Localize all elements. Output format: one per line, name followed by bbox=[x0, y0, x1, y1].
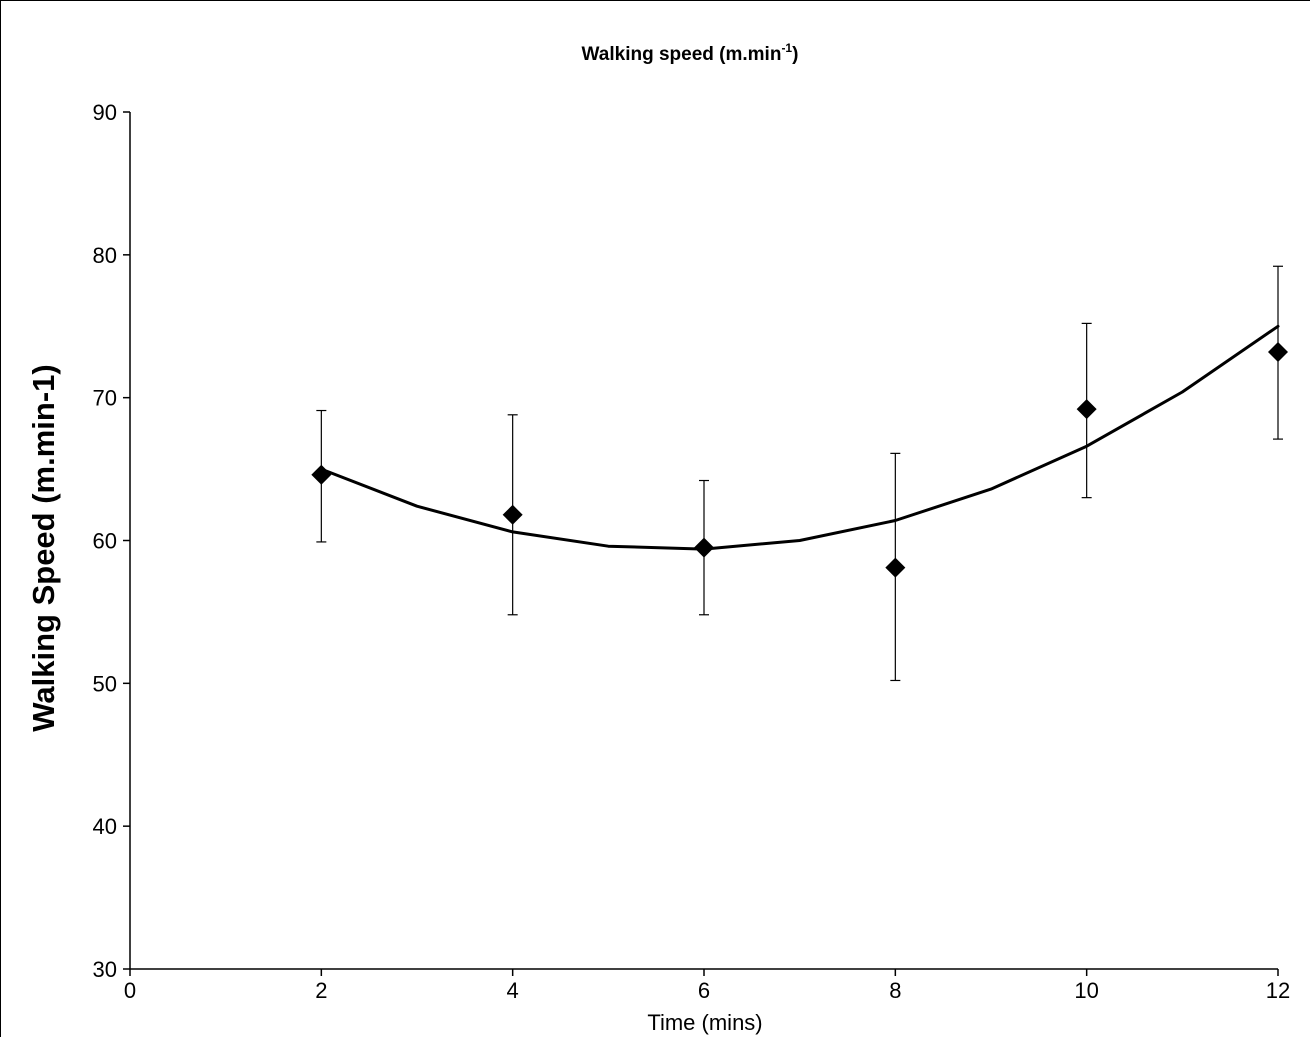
x-tick-label: 4 bbox=[507, 978, 519, 1003]
x-tick-label: 2 bbox=[315, 978, 327, 1003]
y-tick-label: 80 bbox=[93, 243, 117, 268]
y-tick-label: 70 bbox=[93, 386, 117, 411]
x-axis-label: Time (mins) bbox=[647, 1010, 762, 1035]
x-tick-label: 10 bbox=[1074, 978, 1098, 1003]
y-tick-label: 40 bbox=[93, 814, 117, 839]
x-tick-label: 12 bbox=[1266, 978, 1290, 1003]
x-tick-label: 0 bbox=[124, 978, 136, 1003]
y-tick-label: 60 bbox=[93, 529, 117, 554]
chart-title: Walking speed (m.min-1) bbox=[582, 41, 799, 65]
x-tick-label: 6 bbox=[698, 978, 710, 1003]
y-tick-label: 90 bbox=[93, 100, 117, 125]
x-tick-label: 8 bbox=[889, 978, 901, 1003]
y-axis-label: Walking Speed (m.min-1) bbox=[26, 364, 61, 731]
y-tick-label: 30 bbox=[93, 957, 117, 982]
y-tick-label: 50 bbox=[93, 671, 117, 696]
